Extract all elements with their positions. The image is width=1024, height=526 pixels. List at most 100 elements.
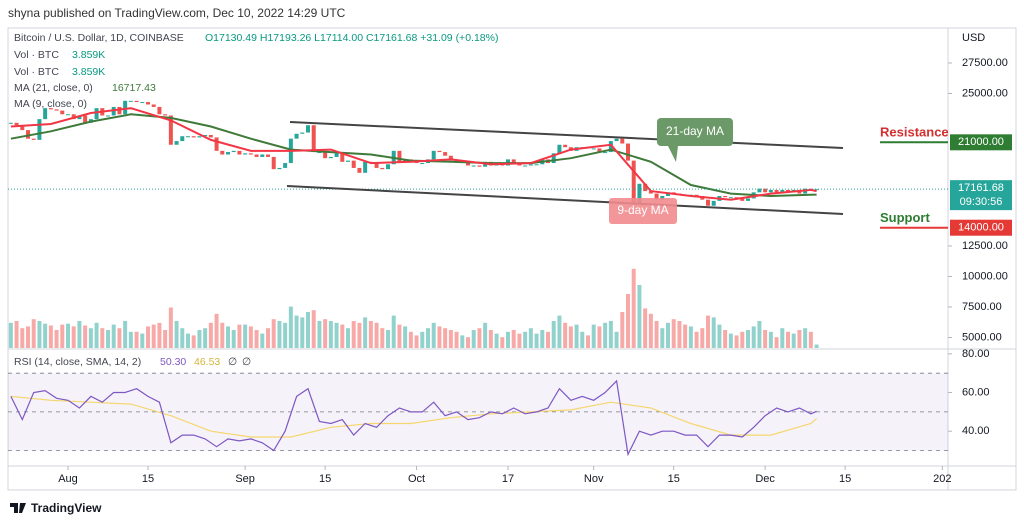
candle bbox=[117, 106, 122, 115]
candle bbox=[466, 161, 470, 166]
candle bbox=[614, 138, 619, 142]
level-box bbox=[950, 134, 1012, 151]
frame bbox=[7, 27, 1017, 491]
candle bbox=[346, 160, 350, 162]
volume-bar bbox=[466, 337, 470, 348]
volume-bar bbox=[37, 321, 42, 348]
volume-bar bbox=[328, 321, 333, 348]
volume-bar bbox=[540, 330, 545, 348]
candle bbox=[237, 150, 242, 155]
volume-bar bbox=[317, 321, 322, 348]
candle bbox=[151, 104, 156, 107]
candle bbox=[591, 148, 596, 150]
candle bbox=[511, 159, 516, 164]
volume-bar bbox=[437, 326, 442, 348]
volume-bar bbox=[483, 322, 488, 348]
candle bbox=[768, 189, 773, 193]
volume-bar bbox=[620, 312, 625, 348]
volume-bar bbox=[528, 328, 533, 348]
volume-bar bbox=[60, 324, 65, 348]
volume-bar bbox=[403, 326, 408, 348]
volume-bar bbox=[591, 324, 596, 348]
candle bbox=[168, 115, 173, 145]
volume-bar bbox=[808, 331, 813, 348]
volume-bar bbox=[700, 328, 705, 348]
moving-average bbox=[10, 107, 817, 201]
volume-bar bbox=[654, 321, 659, 348]
volume-bar bbox=[77, 321, 82, 348]
overlay: 21-day MA 9-day MA bbox=[286, 118, 844, 224]
volume-bar bbox=[20, 328, 25, 348]
candle bbox=[723, 195, 728, 198]
volume-bar bbox=[780, 328, 785, 348]
volume-bar bbox=[214, 313, 219, 348]
volume-bar bbox=[71, 326, 76, 348]
volume-bar bbox=[563, 322, 568, 348]
volume-bar bbox=[106, 330, 110, 348]
volume-bar bbox=[574, 324, 579, 348]
candle bbox=[654, 193, 659, 200]
x-tick-label: Aug bbox=[58, 473, 78, 485]
volume-bar bbox=[728, 333, 733, 348]
volume-bar bbox=[323, 319, 328, 348]
candle bbox=[300, 132, 305, 134]
level-name: Resistance bbox=[880, 125, 949, 140]
volume-bar bbox=[100, 328, 105, 348]
candle bbox=[746, 198, 750, 201]
volume-bar bbox=[757, 321, 762, 348]
candle bbox=[626, 143, 630, 161]
rsi-extra: ∅ bbox=[228, 356, 237, 368]
y-tick-label: 60.00 bbox=[962, 386, 990, 398]
volume-bar bbox=[443, 328, 448, 348]
candle bbox=[94, 108, 99, 120]
candle bbox=[603, 152, 608, 154]
x-tick-label: Dec bbox=[755, 473, 775, 485]
volume-bar bbox=[357, 322, 362, 348]
volume-bar bbox=[597, 326, 602, 348]
candle bbox=[203, 134, 208, 137]
volume-bar bbox=[648, 313, 653, 348]
candle bbox=[334, 153, 339, 157]
volume-bar bbox=[711, 317, 716, 348]
legend-value: 3.859K bbox=[72, 66, 105, 78]
x-tick-label: 17 bbox=[502, 473, 514, 485]
candle bbox=[266, 154, 270, 157]
candle bbox=[706, 199, 710, 206]
rsi-line bbox=[10, 379, 817, 457]
trend-line-upper bbox=[289, 121, 844, 149]
annotation: 9-day MA bbox=[617, 203, 668, 217]
candle bbox=[448, 155, 453, 161]
volume-bar bbox=[208, 322, 213, 348]
volume-bar bbox=[797, 330, 802, 348]
candle bbox=[534, 164, 539, 166]
candle bbox=[83, 115, 88, 123]
candle bbox=[523, 165, 528, 167]
volume-bar bbox=[168, 307, 173, 348]
volume-bar bbox=[94, 322, 99, 348]
volume-bar bbox=[517, 333, 522, 348]
volume-bar bbox=[220, 322, 225, 348]
x-tick-label: Sep bbox=[235, 473, 255, 485]
candle bbox=[340, 153, 345, 162]
candle bbox=[380, 167, 385, 170]
volume-bar bbox=[54, 330, 59, 348]
candle bbox=[214, 137, 219, 151]
volume-bar bbox=[66, 323, 70, 348]
annotation-box bbox=[657, 118, 733, 146]
volume-bar bbox=[277, 321, 282, 348]
rsi-extra: ∅ bbox=[242, 356, 251, 368]
candle bbox=[323, 152, 328, 159]
volume-bar bbox=[420, 331, 425, 348]
candle bbox=[637, 183, 642, 205]
y-tick-label: 80.00 bbox=[962, 348, 990, 360]
candle bbox=[260, 154, 265, 157]
candle bbox=[711, 200, 716, 206]
candle bbox=[597, 148, 602, 153]
volume-bar bbox=[580, 331, 585, 348]
candle bbox=[146, 102, 150, 105]
rsi-value: 50.30 bbox=[160, 356, 186, 368]
rsi-sma-value: 46.53 bbox=[194, 356, 220, 368]
candle bbox=[660, 195, 665, 200]
candle bbox=[37, 119, 42, 140]
volume-bar bbox=[43, 323, 48, 348]
